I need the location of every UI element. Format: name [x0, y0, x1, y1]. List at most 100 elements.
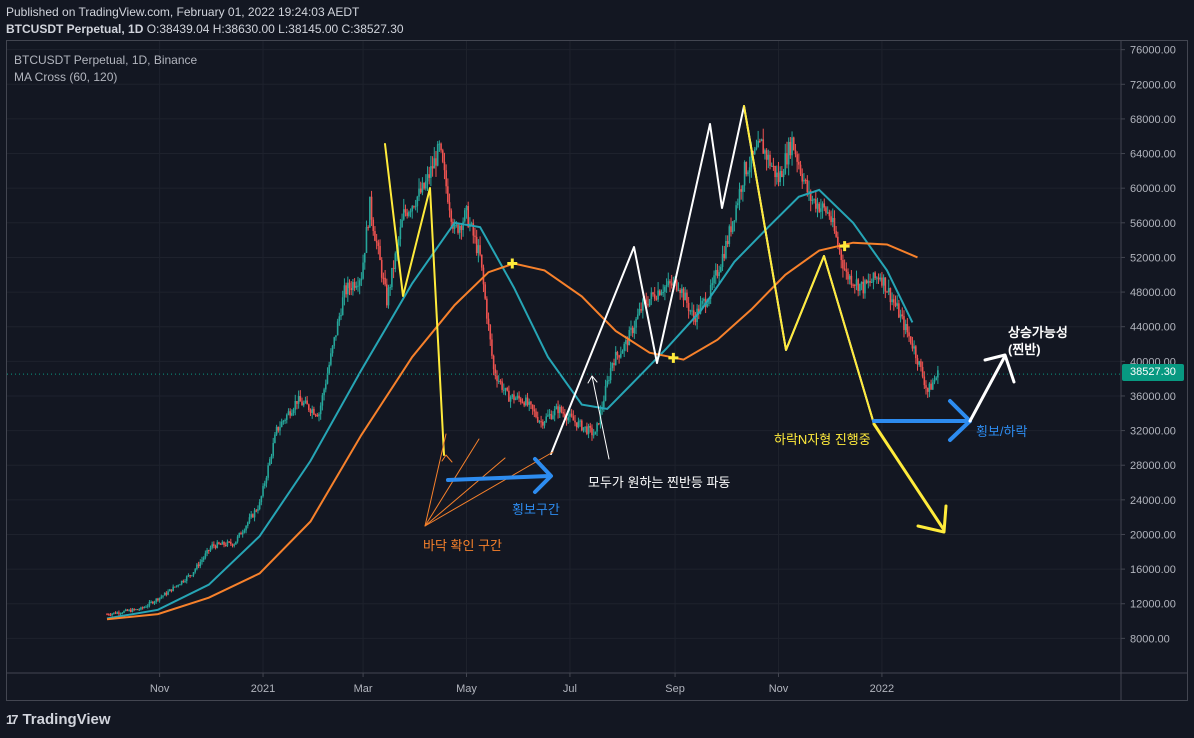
- candle-body: [392, 267, 395, 269]
- candle-body: [687, 302, 690, 311]
- ma60-line: [106, 188, 914, 620]
- candle-body: [867, 281, 870, 284]
- candle-body: [886, 291, 888, 293]
- candle-body: [682, 288, 685, 301]
- tradingview-logo[interactable]: 17 TradingView: [6, 711, 111, 728]
- candle-body: [211, 544, 213, 548]
- candle-body: [848, 275, 851, 280]
- candle-body: [703, 298, 705, 301]
- candle-body: [135, 609, 137, 611]
- candle-body: [591, 427, 593, 436]
- candle-body: [386, 284, 388, 306]
- candle-body: [523, 402, 525, 406]
- candle-body: [842, 260, 844, 269]
- candle-body: [686, 292, 688, 303]
- candle-body: [638, 309, 641, 315]
- x-tick-label: Nov: [769, 683, 789, 695]
- candle-body: [653, 294, 656, 299]
- candle-body: [828, 212, 831, 217]
- candle-body: [230, 541, 232, 545]
- candle-body: [540, 421, 542, 423]
- candle-body: [611, 362, 614, 369]
- candle-body: [770, 165, 773, 167]
- candle-body: [652, 292, 654, 295]
- candle-body: [206, 550, 208, 554]
- y-tick-label: 64000.00: [1130, 149, 1176, 161]
- candle-body: [372, 219, 375, 231]
- candle-body: [267, 465, 269, 478]
- candle-body: [930, 383, 932, 390]
- candle-body: [606, 380, 609, 387]
- candle-body: [146, 605, 149, 607]
- candle-body: [457, 224, 459, 233]
- candle-body: [528, 401, 531, 405]
- candle-body: [574, 420, 576, 423]
- candle-body: [369, 196, 371, 228]
- candle-body: [909, 336, 912, 344]
- candle-body: [180, 580, 183, 585]
- candle-body: [143, 607, 146, 609]
- candle-body: [370, 196, 373, 220]
- candle-body: [402, 209, 405, 220]
- chart-legend-indicator[interactable]: MA Cross (60, 120): [14, 70, 118, 84]
- candle-body: [560, 406, 563, 412]
- chart-frame[interactable]: [6, 40, 1188, 701]
- candle-body: [231, 544, 234, 546]
- candle-body: [123, 610, 125, 613]
- candle-body: [516, 395, 519, 399]
- x-tick-label: Nov: [150, 683, 170, 695]
- candle-body: [913, 346, 915, 349]
- candle-body: [786, 153, 788, 165]
- candle-body: [153, 601, 156, 604]
- blue-sideways-arrow-head: [533, 457, 553, 494]
- candle-body: [879, 277, 882, 280]
- candle-body: [306, 400, 308, 405]
- candle-body: [213, 544, 215, 546]
- candle-body: [202, 557, 205, 560]
- candle-body: [877, 277, 880, 280]
- candle-body: [659, 290, 661, 296]
- candle-body: [221, 541, 224, 545]
- candle-body: [380, 260, 383, 278]
- candle-body: [330, 353, 332, 365]
- candle-body: [185, 576, 188, 581]
- orange-fan-line: [424, 438, 480, 527]
- candle-body: [608, 380, 610, 382]
- candle-body: [401, 219, 403, 228]
- candle-body: [465, 205, 468, 211]
- candle-body: [894, 302, 897, 306]
- candle-body: [357, 285, 359, 287]
- candle-body: [769, 154, 771, 166]
- candle-body: [445, 170, 447, 187]
- candle-body: [397, 239, 400, 246]
- candle-body: [262, 485, 264, 497]
- candle-body: [531, 404, 534, 410]
- candle-body: [755, 147, 758, 150]
- x-tick-label: 2022: [870, 683, 894, 695]
- yellow-zigzag-1: [384, 143, 445, 456]
- candle-body: [150, 601, 152, 603]
- y-tick-label: 60000.00: [1130, 183, 1176, 195]
- candle-body: [272, 442, 275, 456]
- candle-body: [248, 517, 251, 523]
- candle-body: [691, 310, 693, 312]
- chart-legend-symbol[interactable]: BTCUSDT Perpetual, 1D, Binance: [14, 53, 198, 67]
- candle-body: [409, 211, 412, 213]
- grid-lines: [7, 41, 1121, 673]
- candle-body: [136, 609, 139, 611]
- candle-body: [499, 380, 502, 382]
- candle-body: [323, 389, 325, 396]
- tradingview-logo-icon: 17: [6, 712, 19, 727]
- y-tick-label: 28000.00: [1130, 460, 1176, 472]
- white-up-arrow-shaft: [968, 354, 1007, 423]
- candle-body: [908, 332, 910, 337]
- candle-body: [625, 340, 627, 344]
- candle-body: [491, 339, 493, 356]
- candle-body: [518, 395, 520, 399]
- candle-body: [496, 375, 498, 382]
- orange-fan-line: [424, 457, 506, 527]
- candle-body: [762, 139, 765, 154]
- candle-body: [313, 408, 315, 415]
- candle-body: [570, 413, 573, 417]
